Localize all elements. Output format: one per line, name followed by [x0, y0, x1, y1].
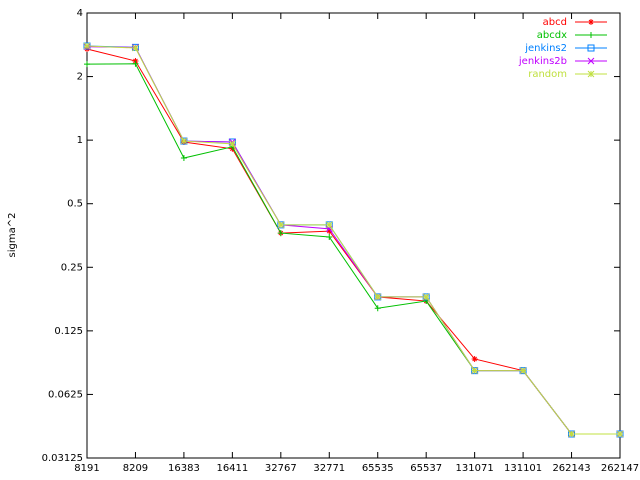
marker [587, 70, 595, 78]
x-tick-label: 262143 [552, 463, 590, 474]
marker [84, 61, 90, 68]
marker [326, 233, 333, 240]
marker [587, 44, 595, 52]
marker [519, 367, 527, 375]
marker [132, 44, 139, 52]
y-tick-label: 0.25 [61, 262, 83, 273]
marker [568, 430, 575, 438]
legend-label: jenkins2b [518, 56, 567, 67]
y-tick-label: 1 [77, 135, 83, 146]
marker [616, 430, 624, 438]
series-line [86, 46, 620, 435]
y-axis-label: sigma^2 [7, 213, 18, 258]
x-tick-label: 16383 [168, 463, 200, 474]
y-tick-label: 4 [77, 8, 83, 19]
series-line [86, 48, 620, 435]
marker [588, 19, 594, 25]
x-tick-label: 8209 [123, 463, 148, 474]
y-tick-label: 2 [77, 72, 83, 83]
series-line [86, 45, 620, 435]
y-tick-label: 0.5 [67, 199, 83, 210]
x-tick-label: 32767 [265, 463, 297, 474]
marker [588, 32, 594, 38]
series-line [86, 63, 620, 435]
marker [277, 221, 285, 229]
legend-label: random [528, 69, 567, 80]
marker [374, 305, 381, 312]
marker [471, 367, 478, 375]
marker [325, 221, 333, 229]
legend-label: abcdx [537, 30, 567, 41]
x-tick-label: 131101 [504, 463, 542, 474]
x-tick-label: 32771 [313, 463, 345, 474]
marker [471, 355, 478, 362]
marker [132, 60, 139, 67]
marker [326, 228, 333, 235]
legend-label: jenkins2 [524, 43, 567, 54]
marker [229, 140, 236, 148]
marker [587, 57, 595, 65]
y-tick-label: 0.03125 [42, 453, 83, 464]
y-tick-label: 0.125 [54, 326, 83, 337]
marker [277, 230, 284, 237]
marker [180, 137, 188, 145]
x-tick-label: 65537 [410, 463, 442, 474]
x-tick-label: 131071 [456, 463, 494, 474]
marker [83, 42, 91, 50]
y-tick-label: 0.0625 [48, 389, 83, 400]
x-tick-label: 65535 [362, 463, 394, 474]
marker [422, 293, 430, 301]
marker [180, 155, 187, 162]
series-line [86, 45, 620, 435]
legend-label: abcd [543, 17, 567, 28]
plot-border [86, 12, 621, 459]
x-tick-label: 8191 [74, 463, 99, 474]
x-tick-label: 262147 [601, 463, 639, 474]
marker [374, 293, 382, 301]
x-tick-label: 16411 [216, 463, 248, 474]
